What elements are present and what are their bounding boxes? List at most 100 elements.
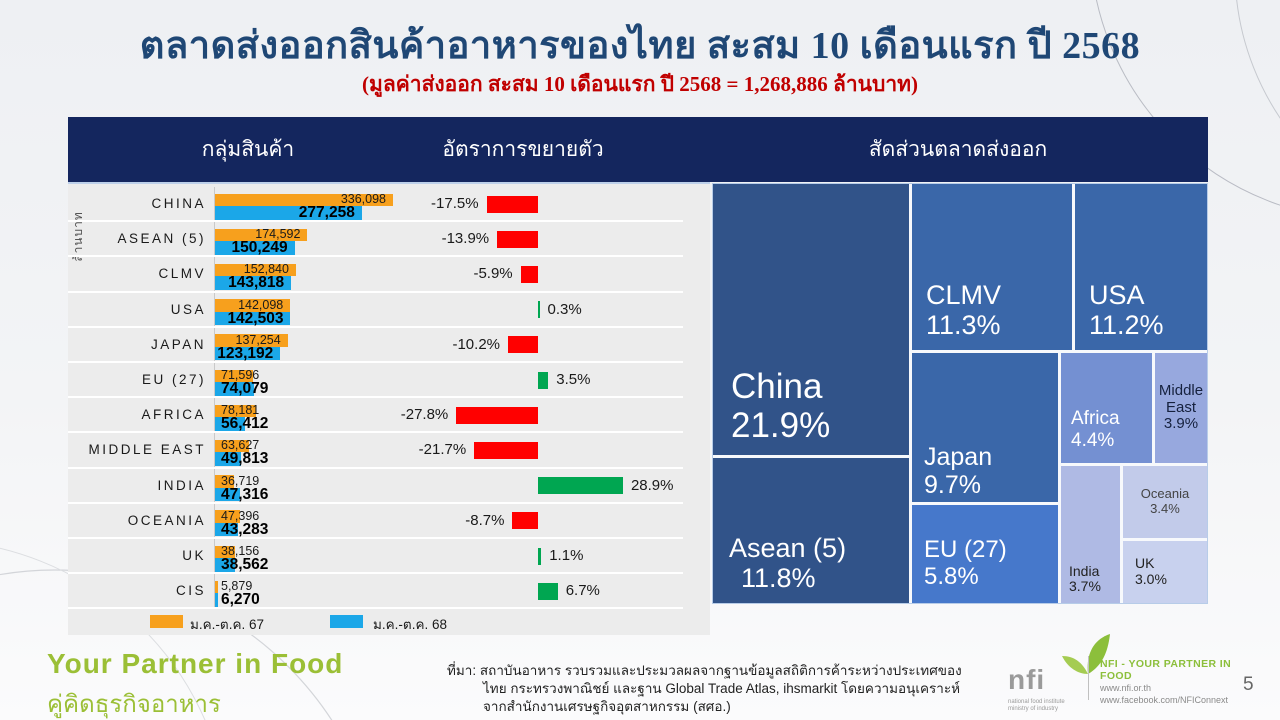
growth-bar [538,582,558,600]
treemap-market-name: India [1069,562,1100,579]
treemap-market-share: 9.7% [924,471,981,499]
treemap-block-asean: Asean (5) 11.8% [713,458,909,603]
treemap-market-share: 3.0% [1135,571,1167,587]
growth-label: 6.7% [565,582,600,600]
logo-divider [1088,656,1089,700]
market-label: OCEANIA [127,512,206,528]
growth-bar [456,406,538,424]
nfi-slogan: NFI - YOUR PARTNER IN FOOD [1100,658,1232,682]
bar-2568 [215,558,236,572]
treemap-block-africa: Africa 4.4% [1061,353,1152,463]
nfi-logo-word: nfi [1008,664,1046,695]
growth-label: 0.3% [547,300,582,318]
bar-2567 [215,404,257,418]
treemap-market-share: 11.2% [1089,309,1164,340]
growth-label: -13.9% [441,230,490,248]
bar-2567 [215,263,296,277]
page-number: 5 [1243,674,1254,695]
footer-tagline-th: คู่คิดธุรกิจอาหาร [47,691,221,718]
header-market-share: สัดส่วนตลาดส่งออก [868,138,1048,161]
value-label-2567: 152,840 [243,262,289,277]
growth-label: -5.9% [473,265,513,283]
bar-2567 [215,475,235,488]
market-share-treemap: China 21.9% Asean (5) 11.8% CLMV 11.3% USA 11.2… [712,183,1208,604]
market-row: AFRICA 78,181 56,412 -27.8% [68,398,710,434]
legend-label: ม.ค.-ต.ค. 67 [190,617,264,632]
value-label-2568: 74,079 [221,380,269,397]
value-label-2567: 78,181 [221,403,260,418]
bar-2568 [215,487,241,502]
nfi-logo-sub2: ministry of industry [1008,706,1059,712]
growth-label: -27.8% [400,406,449,424]
growth-label: -21.7% [418,441,467,459]
row-separator [68,396,683,399]
value-label-2568: 47,316 [221,485,269,503]
value-label-2567: 63,627 [221,438,260,453]
nfi-facebook[interactable]: www.facebook.com/NFIConnext [1100,695,1229,705]
value-label-2568: 43,283 [221,520,269,538]
bar-2567 [215,369,253,382]
value-label-2567: 142,098 [238,297,284,312]
bar-2567 [215,510,241,523]
growth-bar [497,230,538,248]
market-row: CIS 5,879 6,270 6.7% [68,574,710,610]
market-row: EU (27) 71,596 74,079 3.5% [68,363,710,399]
treemap-market-name: USA [1089,279,1145,310]
treemap-market-name: Asean (5) [729,532,847,563]
growth-bar [486,195,538,213]
value-label-2568: 6,270 [221,591,260,609]
market-label: CIS [175,583,206,599]
market-row: UK 38,156 38,562 1.1% [68,539,710,575]
treemap-block-oceania: Oceania 3.4% [1123,466,1207,538]
growth-bar [508,336,538,354]
legend-swatch-2568 [330,615,363,628]
treemap-market-name: UK [1135,555,1155,572]
treemap-block-eu: EU (27) 5.8% [912,505,1058,603]
treemap-market-name: Africa [1071,408,1120,430]
bar-2568 [215,593,219,607]
bar-2568 [215,417,245,431]
growth-bar [474,441,538,459]
row-separator [68,607,683,610]
market-row: USA 142,098 142,503 0.3% [68,293,710,328]
nfi-website[interactable]: www.nfi.or.th [1100,683,1152,693]
leaf-icon [1062,634,1110,674]
growth-label: 28.9% [630,476,674,494]
bar-chart-panel: ล้านบาท CHINA 336,098 277,258 -17.5% ASEAN (… [68,182,710,635]
bar-2568 [215,206,362,220]
bar-2567 [215,193,393,206]
treemap-block-japan: Japan 9.7% [912,353,1058,502]
treemap-market-share: 3.7% [1069,578,1101,595]
chart-legend: ม.ค.-ต.ค. 67 ม.ค.-ต.ค. 68 [68,609,710,635]
nfi-logo: nfi national food institute ministry of … [1006,634,1110,714]
value-label-2568: 49,813 [221,450,269,468]
market-label: AFRICA [141,407,206,423]
market-label: EU (27) [141,372,206,387]
bar-2568 [215,311,291,326]
source-prefix: ที่มา: [447,663,477,678]
market-label: UK [182,548,206,563]
treemap-market-share: 4.4% [1071,429,1115,451]
table-body: ล้านบาท CHINA 336,098 277,258 -17.5% ASEAN (… [68,182,1208,635]
market-row: JAPAN 137,254 123,192 -10.2% [68,328,710,363]
table-header: กลุ่มสินค้า อัตราการขยายตัว สัดส่วนตลาดส… [68,117,1208,182]
legend-label: ม.ค.-ต.ค. 68 [373,617,447,632]
treemap-market-name: Oceania [1140,486,1190,502]
growth-label: -8.7% [465,511,505,529]
header-growth-rate: อัตราการขยายตัว [442,138,604,161]
value-label-2568: 150,249 [231,239,288,257]
growth-bar [538,477,623,495]
treemap-market-share: 5.8% [924,563,979,591]
value-label-2568: 142,503 [227,309,284,327]
page-subtitle: (มูลค่าส่งออก สะสม 10 เดือนแรก ปี 2568 =… [362,72,918,96]
header-product-group: กลุ่มสินค้า [201,138,295,161]
value-label-2567: 38,156 [221,544,260,558]
market-row: MIDDLE EAST 63,627 49,813 -21.7% [68,433,710,469]
source-note: ที่มา: สถาบันอาหาร รวบรวมและประมวลผลจากฐ… [447,662,1012,716]
bar-2567 [215,334,288,347]
row-separator [68,466,683,469]
legend-swatch-2567 [150,615,183,628]
treemap-block-clmv: CLMV 11.3% [912,184,1072,350]
row-separator [68,360,683,363]
treemap-market-name: Middle East [1158,381,1204,416]
